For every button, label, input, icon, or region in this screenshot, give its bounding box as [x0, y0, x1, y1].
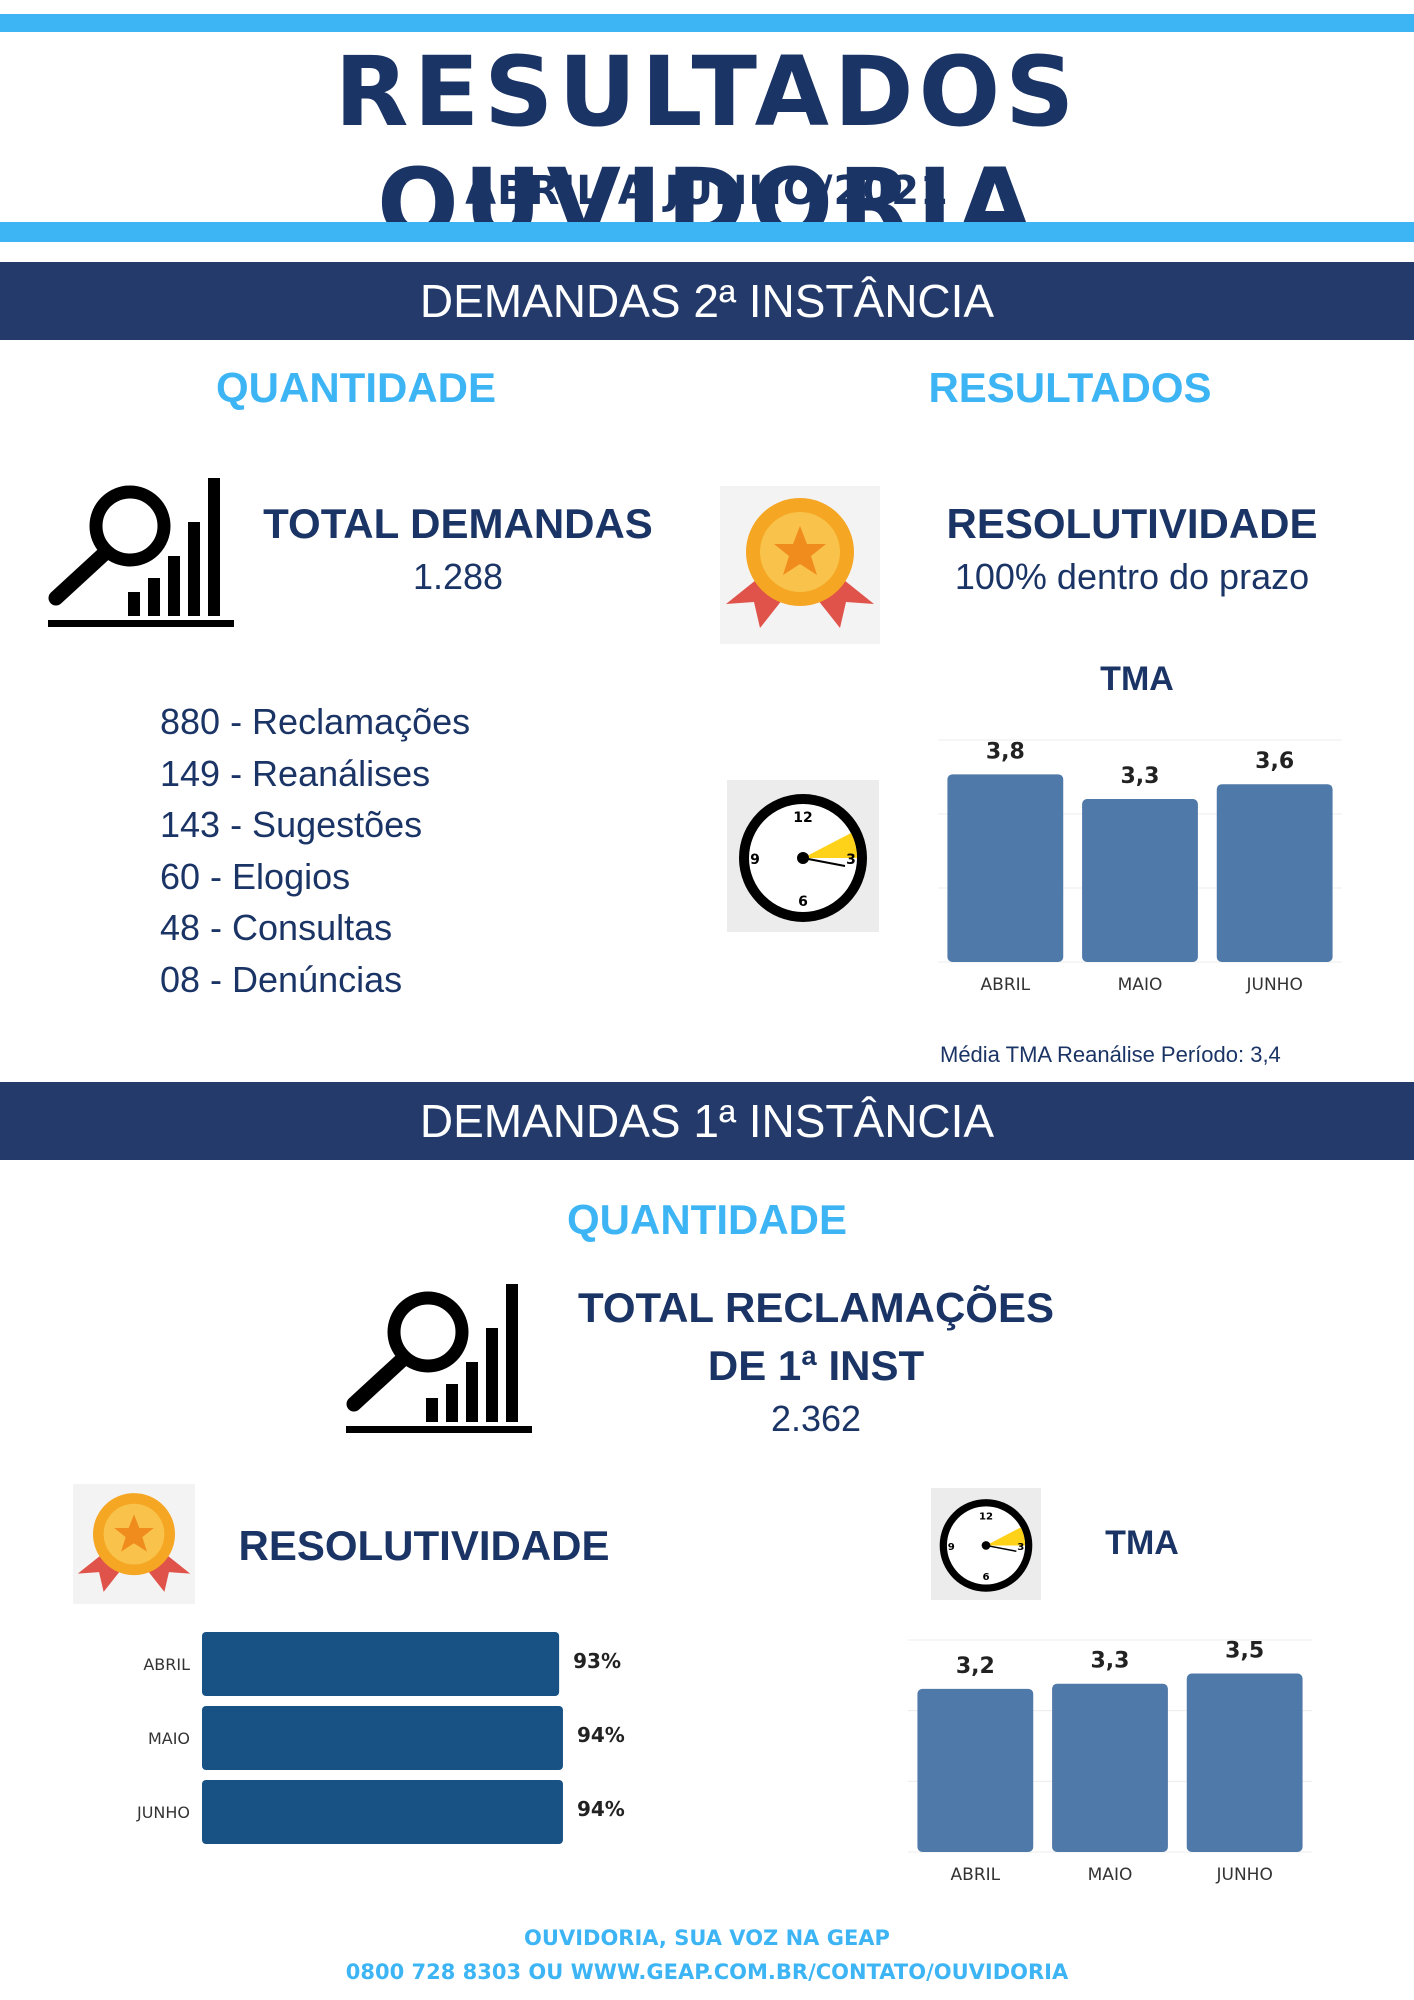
- tma-chart-title-first: TMA: [1105, 1524, 1179, 1562]
- svg-text:6: 6: [798, 894, 808, 910]
- tma-note: Média TMA Reanálise Período: 3,4: [940, 1042, 1281, 1067]
- footer-contact: 0800 728 8303 OU WWW.GEAP.COM.BR/CONTATO…: [345, 1960, 1069, 1984]
- svg-text:3: 3: [846, 852, 856, 868]
- top-stripe: [0, 14, 1414, 32]
- tick-label: MAIO: [1088, 1865, 1133, 1885]
- list-item: 48 - Consultas: [160, 907, 393, 948]
- data-label: 94%: [577, 1723, 625, 1747]
- quantity-heading-first: QUANTIDADE: [567, 1196, 847, 1243]
- bar-maio: [202, 1706, 563, 1770]
- list-item: 08 - Denúncias: [160, 958, 403, 1000]
- bar-junho: [1216, 784, 1333, 962]
- bar-abril: [947, 774, 1064, 962]
- demand-type-list: 880 - Reclamações 149 - Reanálises 143 -…: [160, 696, 470, 1005]
- list-item: 149 - Reanálises: [160, 752, 431, 794]
- svg-text:9: 9: [750, 852, 760, 868]
- magnifier-bar-chart-icon: [346, 1280, 534, 1434]
- tick-label: MAIO: [1118, 975, 1163, 995]
- quantity-heading: QUANTIDADE: [216, 364, 496, 411]
- data-label: 3,3: [1121, 764, 1160, 789]
- medal-icon: [720, 486, 880, 644]
- tma-chart-first-instance: 3,2 ABRIL 3,3 MAIO 3,5 JUNHO: [908, 1639, 1312, 1885]
- results-heading: RESULTADOS: [928, 364, 1212, 411]
- data-label: 93%: [573, 1649, 621, 1673]
- svg-text:9: 9: [948, 1542, 955, 1553]
- resolutividade-chart-first-instance: ABRIL 93% MAIO 94% JUNHO 94%: [136, 1632, 625, 1844]
- data-label: 3,3: [1091, 1649, 1130, 1674]
- section-band-first-instance: DEMANDAS 1ª INSTÂNCIA: [0, 1082, 1414, 1160]
- resolutividade-value: 100% dentro do prazo: [954, 556, 1310, 597]
- tick-label: MAIO: [148, 1729, 190, 1748]
- header-bottom-stripe: [0, 222, 1414, 242]
- bar-maio: [1052, 1683, 1168, 1852]
- tick-label: JUNHO: [1245, 975, 1302, 995]
- tma-chart-second-instance: 3,8 ABRIL 3,3 MAIO 3,6 JUNHO: [938, 739, 1342, 995]
- total-reclamacoes-value: 2.362: [770, 1398, 862, 1439]
- clock-icon: 12 3 6 9: [931, 1488, 1041, 1600]
- total-demandas-label: TOTAL DEMANDAS: [263, 500, 653, 547]
- tick-label: JUNHO: [136, 1803, 190, 1822]
- section-band-second-instance: DEMANDAS 2ª INSTÂNCIA: [0, 262, 1414, 340]
- svg-text:6: 6: [982, 1572, 989, 1583]
- footer-slogan: OUVIDORIA, SUA VOZ NA GEAP: [524, 1926, 890, 1950]
- svg-text:12: 12: [979, 1511, 993, 1522]
- data-label: 3,8: [986, 739, 1025, 764]
- list-item: 880 - Reclamações: [160, 701, 471, 742]
- tick-label: JUNHO: [1215, 1865, 1272, 1885]
- magnifier-bar-chart-icon: [48, 474, 236, 628]
- list-item: 143 - Sugestões: [160, 804, 423, 845]
- resolutividade-label: RESOLUTIVIDADE: [946, 500, 1318, 547]
- total-reclamacoes-label: TOTAL RECLAMAÇÕES: [577, 1284, 1054, 1331]
- page-title: RESULTADOS OUVIDORIA: [334, 36, 1080, 260]
- tick-label: ABRIL: [143, 1655, 190, 1674]
- svg-text:12: 12: [793, 810, 812, 826]
- tick-label: ABRIL: [981, 975, 1031, 995]
- data-label: 3,6: [1255, 749, 1294, 774]
- period-subtitle: ABRIL A JUNHO/2021: [465, 168, 949, 214]
- data-label: 3,5: [1225, 1639, 1264, 1664]
- data-label: 94%: [577, 1797, 625, 1821]
- total-demandas-value: 1.288: [412, 556, 504, 597]
- bar-maio: [1082, 799, 1198, 962]
- total-reclamacoes-label-line2: DE 1ª INST: [707, 1342, 925, 1389]
- clock-icon: 12 3 6 9: [727, 780, 879, 932]
- data-label: 3,2: [956, 1654, 995, 1679]
- bar-junho: [1186, 1673, 1303, 1852]
- medal-icon: [73, 1484, 195, 1604]
- tma-chart-title-second: TMA: [1100, 660, 1174, 698]
- resolutividade-label-first: RESOLUTIVIDADE: [238, 1522, 610, 1569]
- list-item: 60 - Elogios: [160, 855, 351, 897]
- bar-abril: [202, 1632, 560, 1696]
- svg-text:3: 3: [1017, 1542, 1024, 1553]
- bar-abril: [917, 1688, 1034, 1852]
- tick-label: ABRIL: [951, 1865, 1001, 1885]
- bar-junho: [202, 1780, 563, 1844]
